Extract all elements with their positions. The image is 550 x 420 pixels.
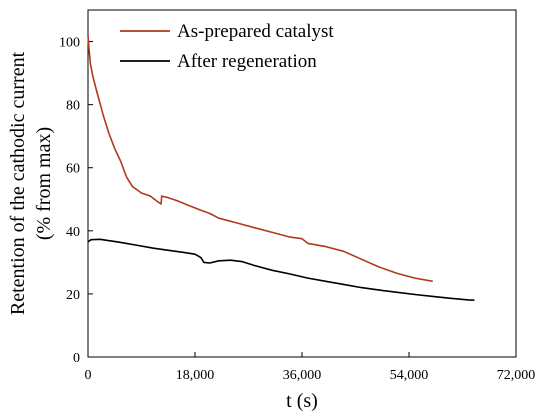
x-tick-label: 36,000 [283,368,322,383]
y-axis-title-line-2: (% from max) [33,127,55,240]
y-tick-label: 80 [66,99,80,114]
y-tick-label: 40 [66,225,80,240]
x-axis-title: t (s) [286,390,318,412]
series-group [87,35,475,301]
x-tick-label: 18,000 [176,368,215,383]
x-axis-ticks: 0 18,000 36,000 54,000 72,000 [85,352,536,383]
legend-label-2: After regeneration [177,51,317,72]
series-line-2 [87,238,475,301]
x-tick-label: 54,000 [390,368,429,383]
x-tick-label: 0 [85,368,92,383]
y-axis-title: Retention of the cathodic current (% fro… [7,51,55,315]
x-tick-label: 72,000 [497,368,536,383]
y-axis-ticks: 0 20 40 60 80 100 [59,36,93,366]
y-tick-label: 20 [66,288,80,303]
legend-label-1: As-prepared catalyst [177,21,334,42]
legend: As-prepared catalyst After regeneration [120,21,334,72]
y-tick-label: 100 [59,36,80,51]
y-tick-label: 0 [73,351,80,366]
y-tick-label: 60 [66,162,80,177]
series-line-1 [87,35,433,283]
y-axis-title-line-1: Retention of the cathodic current [7,51,29,315]
